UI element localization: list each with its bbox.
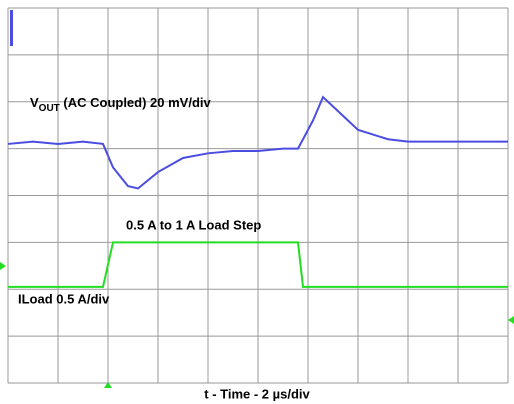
ch1-marker — [10, 10, 13, 46]
ch2-marker — [0, 262, 6, 270]
vout-label: VOUT (AC Coupled) 20 mV/div — [30, 95, 212, 113]
x-axis-label: t - Time - 2 µs/div — [204, 386, 310, 401]
trigger-level-marker — [508, 316, 514, 324]
step-label: 0.5 A to 1 A Load Step — [126, 217, 261, 232]
trace — [8, 241, 508, 288]
trigger-marker — [104, 382, 112, 388]
iload-label: ILoad 0.5 A/div — [18, 291, 110, 306]
trace — [7, 95, 508, 190]
